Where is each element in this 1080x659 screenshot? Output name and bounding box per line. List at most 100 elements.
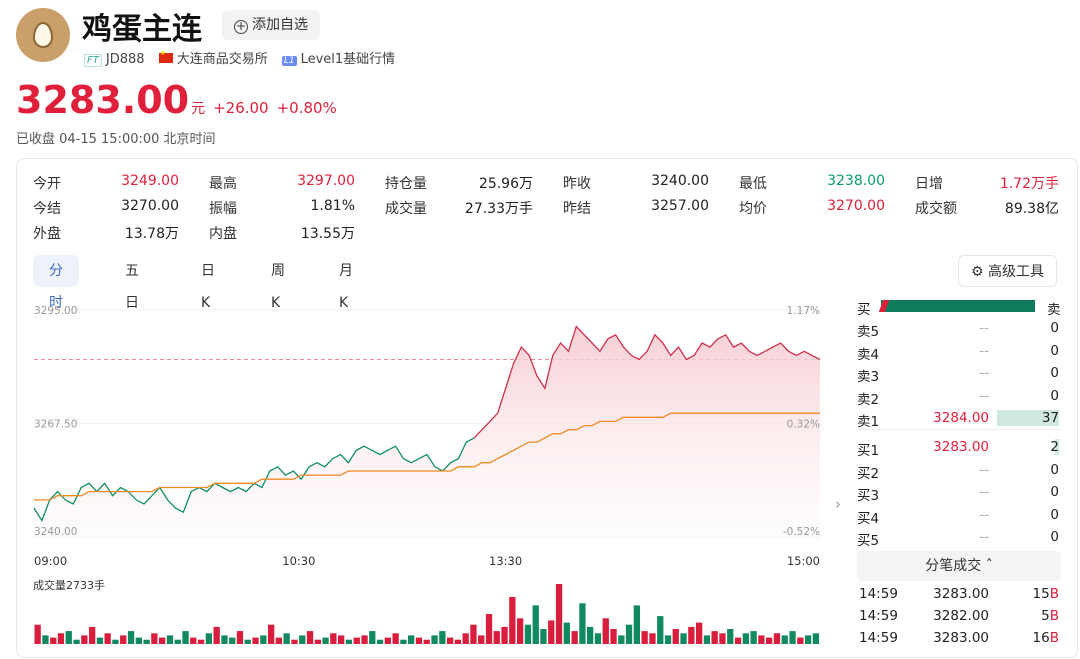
symbol-code: JD888 [105, 52, 145, 67]
chevron-right-icon[interactable]: › [835, 495, 841, 513]
volume-bar [758, 635, 765, 644]
level-label: 买4 [857, 510, 880, 527]
trade-time: 14:59 [859, 630, 898, 646]
level-price: 3283.00 [933, 439, 989, 455]
volume-bar [400, 639, 407, 644]
stat-4: 最低 3238.00 [739, 173, 885, 193]
intraday-chart[interactable]: 3295.00 3267.50 3240.00 1.17% 0.32% -0.52% 09:… [17, 159, 1077, 659]
price-row: 3283.00 元 +26.00 +0.80% [16, 78, 337, 122]
sell-level-4: 卖4 -- 0 [857, 340, 1061, 363]
stat-label: 今结 [33, 201, 61, 217]
volume-bar [789, 631, 796, 644]
volume-bar [773, 633, 781, 644]
price-line [473, 325, 821, 439]
stat-value: 3270.00 [827, 198, 885, 214]
stat-0: 今开 3249.00 [33, 173, 179, 193]
trade-price: 3283.00 [933, 586, 989, 602]
level-volume: 0 [1050, 342, 1059, 359]
tab-3[interactable]: 周K [271, 263, 285, 311]
stat-label: 成交额 [915, 201, 957, 217]
trade-side: B [1049, 608, 1059, 624]
y-axis-label: 3267.50 [34, 419, 77, 431]
volume-bar [182, 631, 189, 644]
volume-bar [493, 631, 500, 644]
trade-volume: 15B [997, 586, 1059, 602]
sell-level-1: 卖1 3284.00 37 [857, 407, 1061, 430]
trades-toggle-button[interactable]: 分笔成交 ˆ [857, 551, 1061, 581]
volume-bar [439, 631, 446, 644]
stat-value: 1.72万手 [999, 176, 1059, 192]
level-name: Level1基础行情 [300, 52, 396, 67]
level-label: 买3 [857, 488, 880, 504]
volume-bar [664, 635, 672, 644]
volume-bar [781, 635, 788, 644]
chevron-up-icon: ˆ [985, 558, 993, 574]
volume-bar [244, 639, 251, 644]
level-volume: 37 [1041, 410, 1059, 426]
level1-badge: L1 [281, 56, 297, 66]
stat-12: 外盘 13.78万 [33, 223, 179, 243]
level-volume: 2 [1050, 439, 1059, 455]
stat-label: 内盘 [209, 226, 237, 242]
volume-bar [314, 639, 321, 644]
level-volume: 0 [1050, 529, 1059, 545]
volume-bar [555, 584, 563, 644]
tab-0[interactable]: 分时 [33, 255, 79, 311]
y-axis-label: 3295.00 [34, 305, 77, 317]
volume-bar [812, 633, 819, 644]
stat-8: 成交量 27.33万手 [385, 198, 533, 218]
stat-value: 3240.00 [651, 173, 709, 189]
volume-bar [423, 639, 430, 644]
code-tag: FT JD888 [84, 52, 145, 67]
tab-2[interactable]: 日K [201, 263, 215, 311]
buy-sell-ratio-bar [878, 300, 1035, 312]
level-price: -- [979, 529, 989, 545]
volume-bar [594, 633, 602, 644]
volume-bar [470, 624, 477, 644]
volume-bar [81, 635, 88, 644]
volume-bar [657, 616, 664, 644]
volume-bar [742, 633, 749, 644]
stat-label: 持仓量 [385, 176, 427, 192]
stat-value: 27.33万手 [464, 201, 533, 217]
level-label: 卖3 [857, 369, 880, 385]
stat-value: 13.55万 [300, 226, 355, 242]
volume-bar [73, 639, 80, 644]
volume-bar [174, 639, 181, 644]
stat-label: 昨结 [563, 201, 591, 217]
level-price: -- [979, 506, 989, 523]
tab-1[interactable]: 五日 [125, 263, 139, 311]
trade-side: B [1049, 630, 1059, 646]
volume-bar [602, 618, 609, 644]
level-price: -- [979, 461, 989, 478]
page-title: 鸡蛋主连 [82, 12, 202, 47]
level-volume: 0 [1050, 387, 1059, 404]
volume-bar [532, 605, 539, 644]
egg-logo-icon [16, 8, 70, 62]
stat-6: 今结 3270.00 [33, 198, 179, 218]
price-area [34, 326, 820, 537]
advanced-tools-button[interactable]: ⚙ 高级工具 [958, 255, 1058, 287]
volume-title: 成交量2733手 [33, 579, 105, 592]
tab-4[interactable]: 月K [339, 263, 353, 311]
volume-bar [579, 603, 586, 644]
volume-bar [205, 633, 212, 644]
last-price: 3283.00 [16, 78, 190, 122]
trade-time: 14:59 [859, 608, 898, 624]
stat-2: 持仓量 25.96万 [385, 173, 533, 193]
volume-bar [89, 626, 96, 644]
volume-bar [392, 633, 399, 644]
stat-label: 日增 [915, 176, 943, 192]
add-favorite-button[interactable]: + 添加自选 [222, 10, 320, 40]
volume-bar [197, 639, 205, 644]
volume-bar [1055, 439, 1059, 455]
volume-bar [509, 596, 516, 644]
volume-bar [703, 635, 711, 644]
level-label: 买5 [857, 533, 880, 549]
stat-value: 13.78万 [124, 226, 179, 242]
volume-bar [260, 635, 267, 644]
price-unit: 元 [191, 101, 206, 117]
volume-bar [548, 620, 555, 644]
order-book-divider [857, 429, 1061, 430]
buy-label: 买 [857, 302, 871, 318]
